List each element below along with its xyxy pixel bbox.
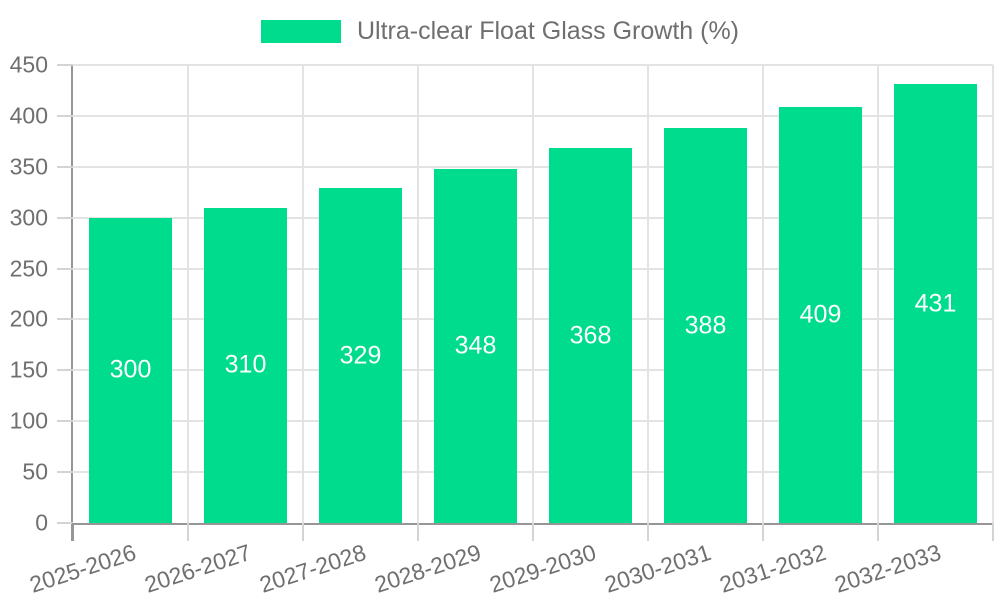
y-axis-line [71,65,73,541]
x-axis-tick [417,523,419,541]
x-axis-tick [302,523,304,541]
x-tick-label: 2025-2026 [25,539,139,598]
x-axis-tick [532,523,534,541]
y-axis-tick [57,522,73,524]
y-axis-tick [57,64,73,67]
x-axis-tick [72,523,74,541]
x-tick-label: 2028-2029 [370,539,484,598]
gridline-vertical [877,65,879,523]
y-tick-label: 0 [35,509,48,536]
gridline-vertical [647,65,649,523]
gridline-vertical [762,65,764,523]
y-tick-label: 300 [9,204,48,231]
y-tick-label: 150 [9,356,48,383]
bar-value-label: 329 [339,341,382,370]
y-axis-tick [57,114,73,117]
x-tick-label: 2027-2028 [255,539,369,598]
bar[interactable]: 300 [89,217,172,523]
x-tick-label: 2030-2031 [600,539,714,598]
bar-value-label: 368 [569,321,612,350]
bar[interactable]: 431 [894,84,977,523]
x-axis-tick [762,523,764,541]
bar[interactable]: 368 [549,148,632,523]
bar[interactable]: 329 [319,188,402,523]
x-axis-tick [647,523,649,541]
bar[interactable]: 409 [779,106,862,523]
y-axis-tick [57,267,73,270]
y-tick-label: 250 [9,255,48,282]
gridline-vertical [417,65,419,523]
bar-value-label: 348 [454,331,497,360]
x-tick-label: 2032-2033 [830,539,944,598]
x-axis-tick [877,523,879,541]
y-tick-label: 400 [9,102,48,129]
y-tick-label: 200 [9,305,48,332]
y-axis-tick [57,216,73,219]
bar-value-label: 300 [109,355,152,384]
y-tick-label: 350 [9,153,48,180]
y-axis-tick [57,369,73,372]
x-tick-label: 2026-2027 [140,539,254,598]
bar-value-label: 409 [799,300,842,329]
x-axis-tick [187,523,189,541]
gridline-vertical [532,65,534,523]
bar-value-label: 431 [914,289,957,318]
bar[interactable]: 348 [434,168,517,523]
bar-value-label: 388 [684,311,727,340]
y-tick-label: 450 [9,51,48,78]
plot-area: 0 50 100 150 200 250 300 350 400 450 300 2025-2026 3… [10,52,994,598]
legend-label: Ultra-clear Float Glass Growth (%) [356,17,740,45]
bar[interactable]: 388 [664,128,747,523]
bar[interactable]: 310 [204,207,287,523]
legend: Ultra-clear Float Glass Growth (%) [0,17,1000,45]
x-tick-label: 2029-2030 [485,539,599,598]
bar-value-label: 310 [224,350,267,379]
y-tick-label: 100 [9,407,48,434]
legend-item[interactable]: Ultra-clear Float Glass Growth (%) [260,17,740,45]
x-axis-tick [992,523,994,541]
y-axis-tick [57,165,73,168]
y-axis-tick [57,318,73,321]
legend-swatch-icon [260,20,341,43]
x-tick-label: 2031-2032 [715,539,829,598]
y-axis-tick [57,420,73,423]
y-tick-label: 50 [22,458,48,485]
y-axis-tick [57,471,73,474]
gridline-vertical [302,65,304,523]
gridline-vertical [992,65,994,523]
gridline-vertical [187,65,189,523]
